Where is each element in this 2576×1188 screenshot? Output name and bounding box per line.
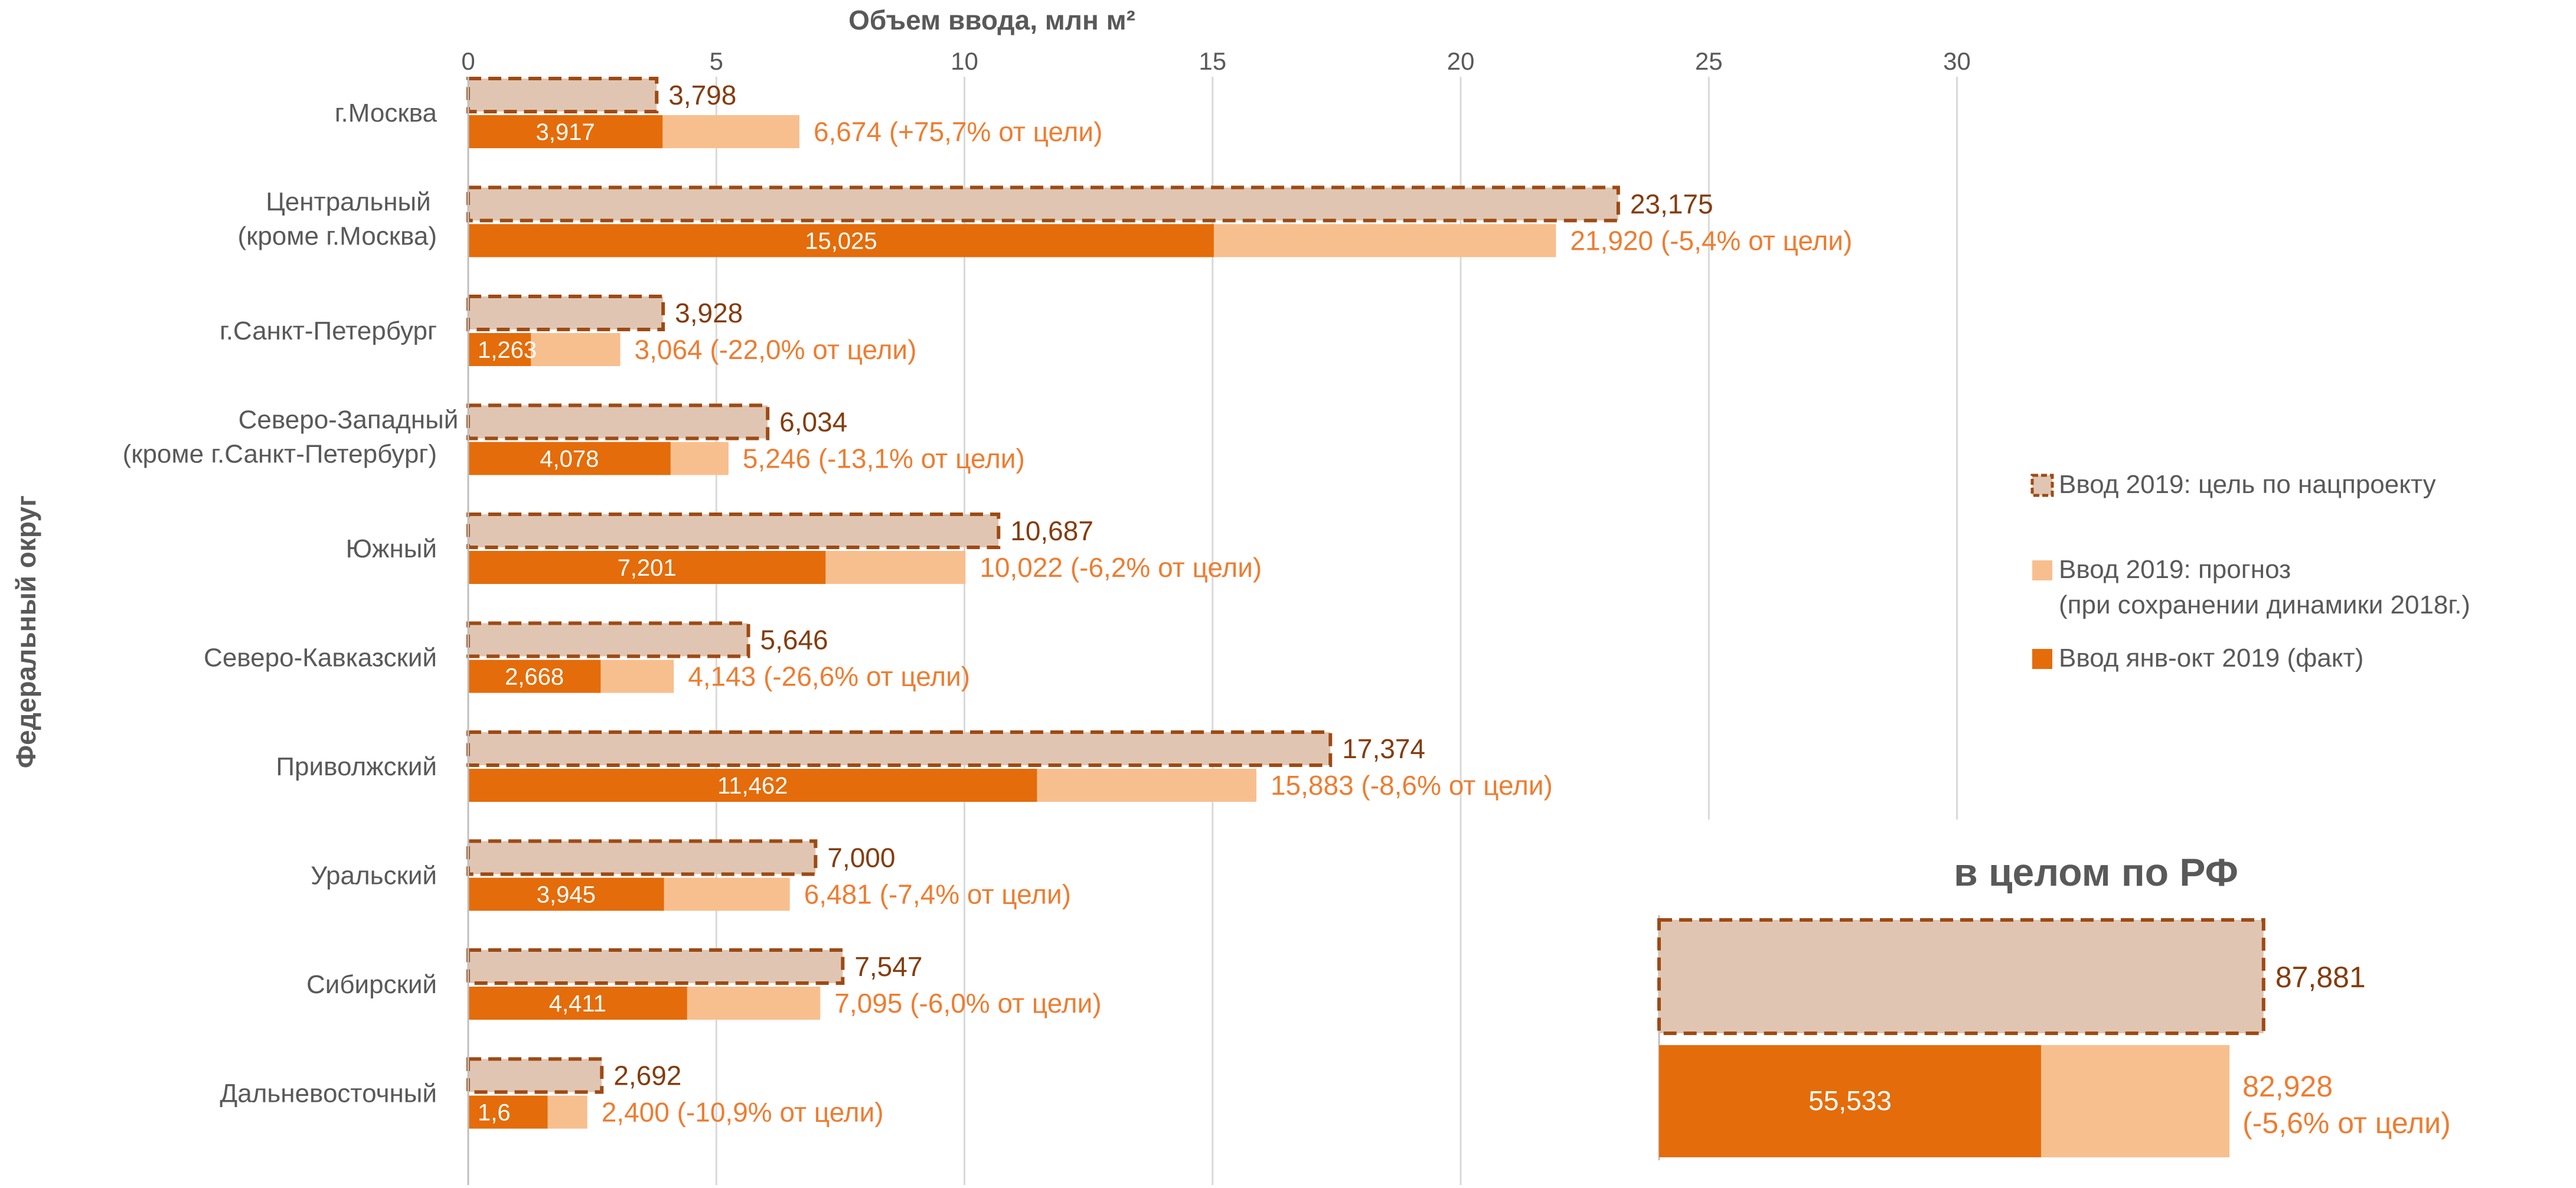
target-bar [466,839,818,876]
category-label: (кроме г.Москва) [237,222,437,251]
target-bar [466,295,665,331]
x-tick-label: 10 [951,47,978,75]
target-value-label: 2,692 [613,1060,681,1091]
inset-forecast-label: (-5,6% от цели) [2242,1107,2451,1140]
legend: Ввод 2019: цель по нацпроекту Ввод 2019: … [2030,470,2470,673]
target-bar [466,621,750,658]
fact-bar [468,987,687,1020]
target-value-label: 6,034 [779,407,847,438]
legend-swatch-target [2030,474,2054,497]
inset-title: в целом по РФ [1954,850,2238,894]
inset-panel: в целом по РФ 87,881 55,533 82,928 (-5,6% от… [1598,820,2576,1185]
legend-label: Ввод янв-окт 2019 (факт) [2059,644,2363,673]
x-axis-title: Объем ввода, млн м² [848,5,1135,35]
target-bar [466,403,770,440]
category-label: (кроме г.Санкт-Петербург) [123,440,437,469]
fact-bar [468,333,531,366]
legend-label: Ввод 2019: цель по нацпроекту [2059,470,2436,499]
fact-value-label: 11,462 [717,773,788,799]
inset-target-label: 87,881 [2275,961,2366,994]
fact-bar [468,115,663,148]
x-tick-label: 5 [710,47,723,75]
fact-bar [468,769,1037,802]
category-label: Южный [346,534,437,563]
fact-value-label: 15,025 [805,229,877,254]
forecast-value-label: 5,246 (-13,1% от цели) [743,443,1025,474]
target-value-label: 7,000 [827,843,895,873]
fact-bar [468,660,601,693]
inset-fact-label: 55,533 [1808,1085,1892,1116]
inset-forecast-label: 82,928 [2242,1070,2333,1103]
category-label: г.Москва [335,99,438,128]
target-value-label: 3,798 [668,80,736,110]
fact-bar [468,551,826,584]
x-tick-label: 20 [1447,47,1475,75]
x-tick-label: 0 [461,47,475,75]
category-label: Приволжский [276,752,437,781]
target-value-label: 7,547 [854,951,922,982]
fact-value-label: 1,6 [478,1100,511,1126]
legend-label: Ввод 2019: прогноз [2059,555,2291,584]
fact-value-label: 3,945 [537,882,596,908]
fact-value-label: 3,917 [536,119,595,145]
fact-value-label: 4,411 [549,991,606,1017]
category-label: Северо-Западный [239,406,459,435]
legend-label: (при сохранении динамики 2018г.) [2059,590,2470,619]
category-label: Дальневосточный [220,1079,437,1108]
y-axis-title: Федеральный округ [11,495,41,768]
category-label: Сибирский [306,970,437,999]
target-bar [466,513,1001,549]
fact-value-label: 1,263 [478,337,537,363]
target-bar [466,730,1333,767]
fact-value-label: 2,668 [505,664,564,690]
fact-bar [468,1095,548,1129]
forecast-value-label: 2,400 (-10,9% от цели) [602,1097,884,1128]
x-tick-label: 30 [1943,47,1971,75]
forecast-value-label: 4,143 (-26,6% от цели) [688,661,970,692]
target-bar [466,185,1620,223]
category-label: Северо-Кавказский [204,644,437,673]
fact-bar [468,224,1214,257]
target-value-label: 5,646 [760,625,828,655]
inset-target-bar [1657,918,2265,1035]
target-bar [466,948,845,985]
target-value-label: 10,687 [1010,515,1093,546]
forecast-value-label: 10,022 (-6,2% от цели) [980,552,1262,583]
legend-swatch-forecast [2032,560,2052,580]
forecast-value-label: 15,883 (-8,6% от цели) [1271,770,1553,801]
target-bar [466,1057,604,1094]
forecast-value-label: 6,674 (+75,7% от цели) [814,116,1102,147]
fact-bar [468,877,664,911]
category-label: Центральный [266,188,431,217]
forecast-value-label: 7,095 (-6,0% от цели) [834,988,1101,1019]
category-label: Уральский [311,861,437,890]
target-bar [466,77,659,113]
forecast-value-label: 3,064 (-22,0% от цели) [635,334,917,365]
forecast-value-label: 21,920 (-5,4% от цели) [1570,226,1852,256]
fact-value-label: 4,078 [540,446,599,472]
target-value-label: 23,175 [1630,189,1713,220]
fact-bar [468,442,671,475]
category-label: г.Санкт-Петербург [220,316,437,345]
x-tick-label: 25 [1695,47,1723,75]
fact-value-label: 7,201 [618,555,677,581]
x-tick-label: 15 [1199,47,1226,75]
legend-swatch-fact [2032,649,2052,669]
forecast-value-label: 6,481 (-7,4% от цели) [804,879,1071,910]
inset-fact-bar [1659,1045,2041,1157]
target-value-label: 3,928 [675,298,743,328]
target-value-label: 17,374 [1342,733,1425,764]
